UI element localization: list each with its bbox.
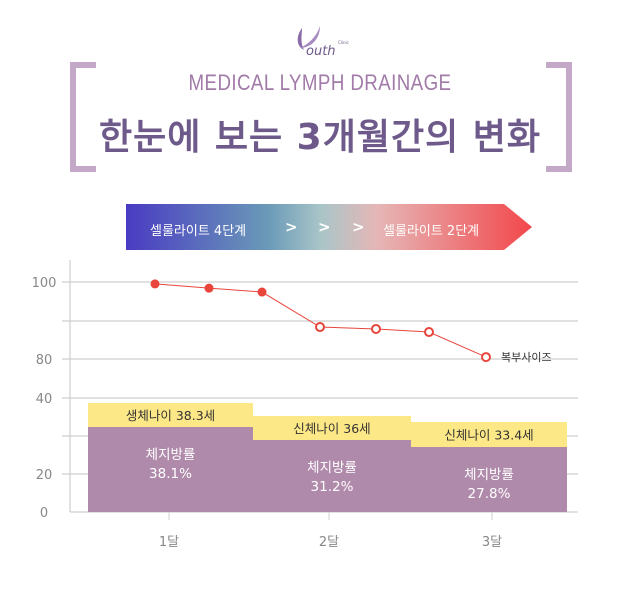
data-point — [150, 279, 160, 289]
progress-arrow-banner — [126, 204, 532, 250]
body-age-label: 생체나이 38.3세 — [126, 408, 215, 423]
y-tick-label: 0 — [40, 506, 48, 521]
svg-text:Clinic: Clinic — [338, 40, 349, 45]
left-bracket — [70, 62, 96, 172]
chevron-right-icon: > — [352, 218, 365, 236]
body-fat-value: 27.8% — [468, 486, 511, 502]
chevron-right-icon: > — [285, 218, 298, 236]
youth-clinic-logo: outh Clinic — [297, 26, 349, 59]
body-fat-value: 31.2% — [311, 479, 354, 495]
y-tick-label: 100 — [32, 276, 57, 291]
data-point — [371, 323, 381, 334]
page-title: 한눈에 보는 3개월간의 변화 — [99, 117, 541, 158]
data-point — [257, 287, 267, 297]
data-point — [315, 322, 325, 333]
body-fat-bar — [88, 427, 253, 512]
body-fat-bar — [411, 447, 567, 512]
data-point — [204, 283, 214, 293]
subtitle: MEDICAL LYMPH DRAINAGE — [188, 70, 452, 95]
svg-text:outh: outh — [306, 44, 336, 59]
right-bracket — [546, 62, 572, 172]
series-label: 복부사이즈 — [501, 351, 552, 364]
body-fat-bar — [253, 440, 411, 512]
banner-start-label: 셀룰라이트 4단계 — [150, 224, 247, 239]
body-age-bar — [88, 403, 253, 427]
body-age-label: 신체나이 33.4세 — [444, 428, 533, 443]
y-tick-label: 40 — [36, 392, 53, 407]
body-fat-label: 체지방률 — [146, 447, 196, 463]
x-tick-label: 2달 — [319, 535, 339, 550]
x-tick-label: 1달 — [159, 535, 179, 550]
banner-end-label: 셀룰라이트 2단계 — [383, 224, 480, 239]
data-point — [424, 327, 434, 338]
y-tick-label: 80 — [36, 353, 53, 368]
data-point — [481, 352, 491, 363]
body-fat-value: 38.1% — [149, 466, 192, 482]
body-age-bar — [411, 422, 567, 447]
chevron-right-icon: > — [318, 218, 331, 236]
y-tick-label: 20 — [36, 468, 53, 483]
body-fat-label: 체지방률 — [307, 460, 357, 476]
body-age-bar — [253, 416, 411, 440]
body-fat-label: 체지방률 — [464, 467, 514, 483]
x-tick-label: 3달 — [482, 535, 502, 550]
body-age-label: 신체나이 36세 — [293, 421, 370, 436]
